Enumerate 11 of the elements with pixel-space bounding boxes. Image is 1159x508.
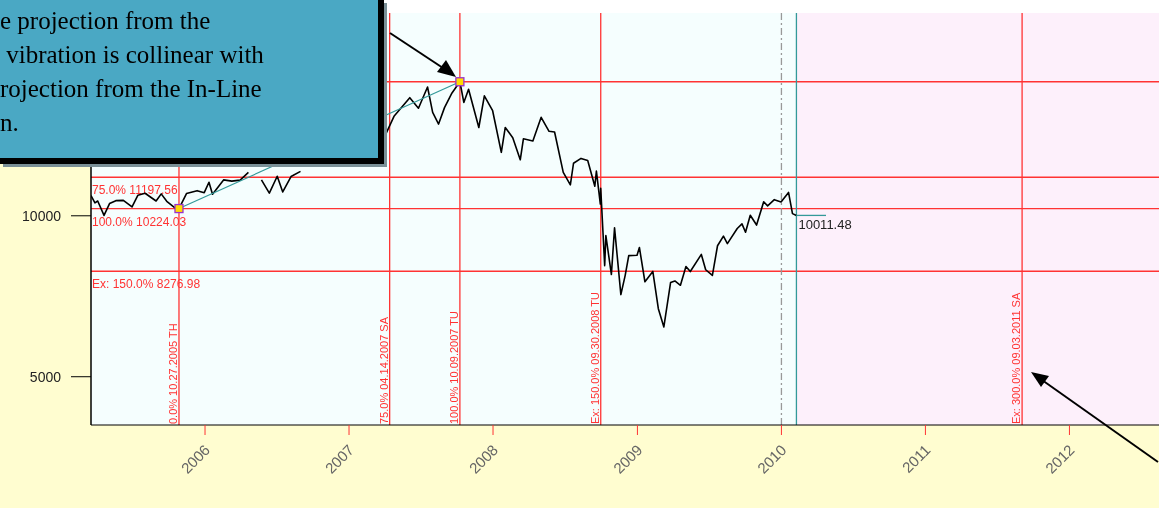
ref-line-label: 100.0% 10.09.2007 TU (447, 311, 460, 424)
ref-line-label: 0.0% 10.27.2005 TH (166, 323, 179, 424)
ref-line-label: Ex: 300.0% 09.03.2011 SA (1010, 292, 1023, 424)
annotation: 10011.48 (798, 217, 852, 233)
y-tick-label: 5000 (29, 368, 62, 385)
ref-line-label: 75.0% 04.14.2007 SA (377, 316, 390, 424)
annotation: e projection from the vibration is collinear with rojection from the In-Line n. (0, 6, 265, 138)
y-tick-label: 10000 (22, 207, 62, 224)
callout-box: e projection from the vibration is collinear with rojection from the In-Line n. (0, 0, 384, 164)
ref-line-label: Ex: 150.0% 09.30.2008 TU (588, 292, 601, 424)
ref-line-label: 75.0% 11197.56 (92, 183, 178, 198)
